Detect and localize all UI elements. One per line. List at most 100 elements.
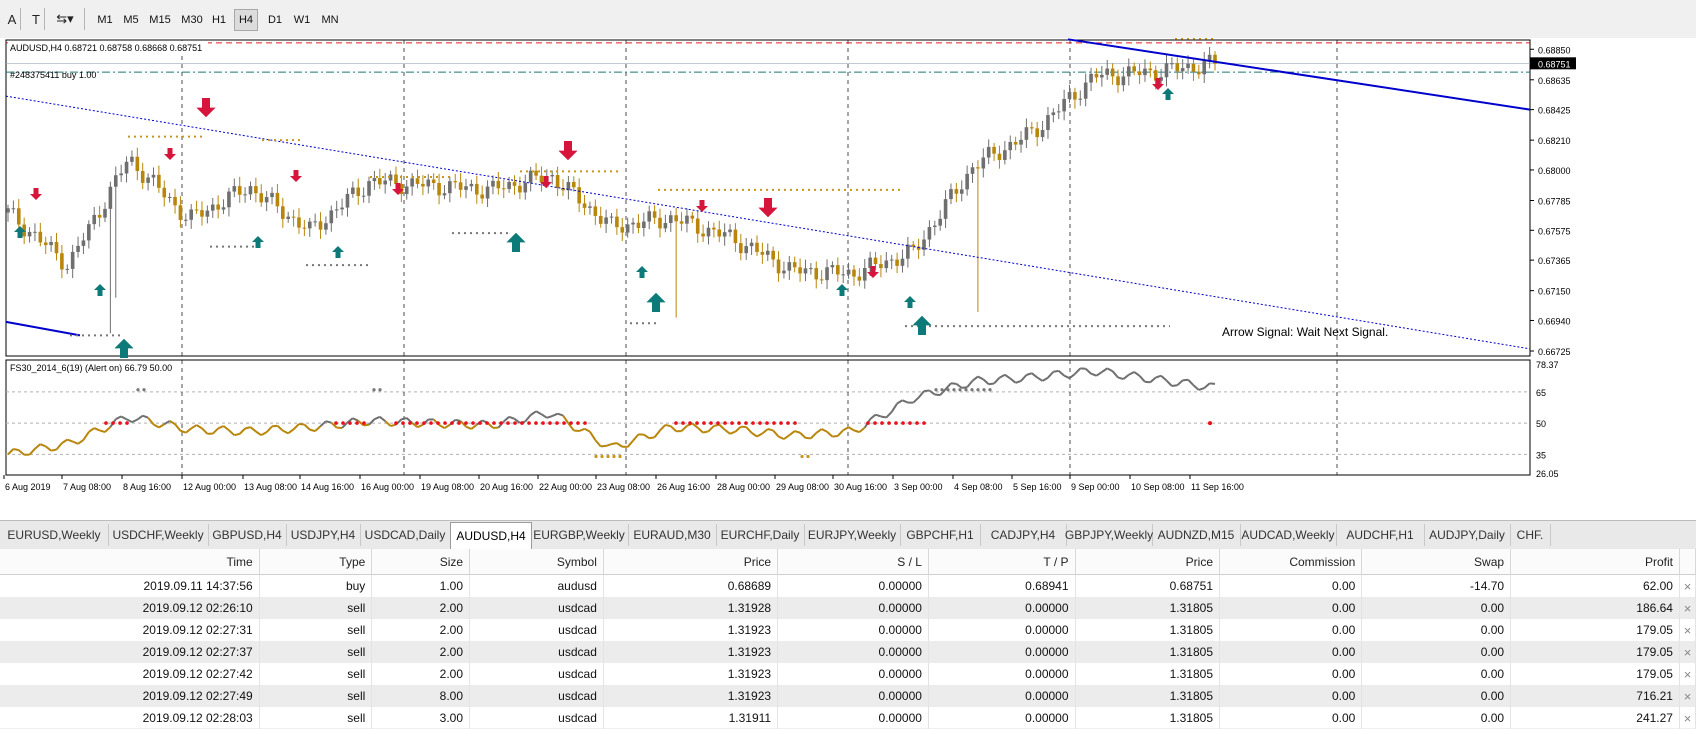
tab-audnzd-m15[interactable]: AUDNZD,M15 bbox=[1152, 524, 1241, 546]
column-header[interactable]: Time bbox=[0, 549, 259, 575]
timeframe-h4-button[interactable]: H4 bbox=[234, 9, 258, 31]
timeframe-w1-button[interactable]: W1 bbox=[290, 9, 314, 31]
tab-usdjpy-h4[interactable]: USDJPY,H4 bbox=[286, 524, 361, 546]
tab-audcad-weekly[interactable]: AUDCAD,Weekly bbox=[1240, 524, 1337, 546]
signal-dot bbox=[709, 421, 713, 425]
indicator-line-segment bbox=[703, 431, 708, 432]
candle-body bbox=[426, 180, 430, 187]
column-header[interactable]: Price bbox=[603, 549, 777, 575]
column-header[interactable]: Type bbox=[259, 549, 372, 575]
tab-gbpchf-h1[interactable]: GBPCHF,H1 bbox=[900, 524, 981, 546]
candle-body bbox=[44, 242, 48, 245]
candle-body bbox=[631, 223, 635, 225]
timeframe-d1-button[interactable]: D1 bbox=[264, 9, 286, 31]
timeframe-mn-button[interactable]: MN bbox=[318, 9, 342, 31]
price-tick-label: 0.67365 bbox=[1538, 256, 1571, 266]
signal-dot bbox=[499, 421, 503, 425]
label-tool-icon[interactable]: T bbox=[26, 8, 46, 30]
candle-body bbox=[604, 217, 608, 223]
price-chart[interactable]: 0.688500.686350.684250.682100.680000.677… bbox=[0, 38, 1696, 520]
indicator-label: FS30_2014_6(19) (Alert on) 66.79 50.00 bbox=[10, 363, 172, 373]
candle-body bbox=[788, 262, 792, 270]
candle-body bbox=[82, 240, 86, 245]
table-cell: audusd bbox=[470, 575, 604, 598]
candle-body bbox=[1068, 92, 1072, 99]
date-tick-label: 14 Aug 16:00 bbox=[301, 482, 354, 492]
tab-usdchf-weekly[interactable]: USDCHF,Weekly bbox=[108, 524, 209, 546]
timeframe-m5-button[interactable]: M5 bbox=[120, 9, 142, 31]
timeframe-m30-button[interactable]: M30 bbox=[180, 9, 204, 31]
tab-gbpjpy-weekly[interactable]: GBPJPY,Weekly bbox=[1066, 524, 1153, 546]
column-header[interactable]: Profit bbox=[1511, 549, 1680, 575]
timeframe-m15-button[interactable]: M15 bbox=[146, 9, 174, 31]
tab-cadjpy-h4[interactable]: CADJPY,H4 bbox=[980, 524, 1067, 546]
column-header[interactable]: Symbol bbox=[470, 549, 604, 575]
date-tick-label: 23 Aug 08:00 bbox=[597, 482, 650, 492]
candle-body bbox=[1192, 64, 1196, 72]
close-order-icon[interactable]: × bbox=[1679, 707, 1695, 729]
price-tick-label: 0.68635 bbox=[1538, 76, 1571, 86]
column-header[interactable]: Price bbox=[1075, 549, 1219, 575]
price-tick-label: 0.66725 bbox=[1538, 347, 1571, 357]
date-tick-label: 12 Aug 00:00 bbox=[183, 482, 236, 492]
tab-eurgbp-weekly[interactable]: EURGBP,Weekly bbox=[530, 524, 629, 546]
tab-euraud-m30[interactable]: EURAUD,M30 bbox=[628, 524, 717, 546]
table-cell: usdcad bbox=[470, 641, 604, 663]
candle-body bbox=[71, 252, 75, 269]
close-order-icon[interactable]: × bbox=[1679, 597, 1695, 619]
column-header[interactable]: T / P bbox=[928, 549, 1075, 575]
column-header[interactable]: Commission bbox=[1220, 549, 1362, 575]
tab-eurjpy-weekly[interactable]: EURJPY,Weekly bbox=[804, 524, 901, 546]
column-header[interactable]: Swap bbox=[1362, 549, 1511, 575]
indicator-line-segment bbox=[881, 416, 886, 417]
tab-usdcad-daily[interactable]: USDCAD,Daily bbox=[360, 524, 451, 546]
column-header[interactable]: S / L bbox=[778, 549, 929, 575]
candle-body bbox=[367, 181, 371, 196]
date-tick-label: 13 Aug 08:00 bbox=[244, 482, 297, 492]
close-order-icon[interactable]: × bbox=[1679, 663, 1695, 685]
chart-header-label: AUDUSD,H4 0.68721 0.68758 0.68668 0.6875… bbox=[10, 43, 202, 53]
close-order-icon[interactable]: × bbox=[1679, 641, 1695, 663]
candle-body bbox=[620, 227, 624, 232]
table-cell: sell bbox=[259, 641, 372, 663]
overbought-dot bbox=[976, 388, 979, 391]
candle-body bbox=[276, 193, 280, 206]
text-tool-icon[interactable]: A bbox=[2, 8, 22, 30]
candle-body bbox=[297, 217, 301, 227]
candle-body bbox=[599, 216, 603, 224]
signal-dot bbox=[362, 421, 366, 425]
tab-audusd-h4[interactable]: AUDUSD,H4 bbox=[450, 522, 532, 549]
toolbar-separator bbox=[84, 8, 85, 30]
tab-audchf-h1[interactable]: AUDCHF,H1 bbox=[1336, 524, 1425, 546]
close-order-icon[interactable]: × bbox=[1679, 685, 1695, 707]
close-order-icon[interactable]: × bbox=[1679, 575, 1695, 598]
price-tick-label: 0.68850 bbox=[1538, 45, 1571, 55]
timeframe-h1-button[interactable]: H1 bbox=[208, 9, 230, 31]
tab-chf-[interactable]: CHF. bbox=[1510, 524, 1551, 546]
tab-eurchf-daily[interactable]: EURCHF,Daily bbox=[716, 524, 805, 546]
table-cell: usdcad bbox=[470, 685, 604, 707]
table-cell: 1.31923 bbox=[603, 641, 777, 663]
candle-body bbox=[1165, 63, 1169, 77]
table-cell: 1.31805 bbox=[1075, 685, 1219, 707]
tab-gbpusd-h4[interactable]: GBPUSD,H4 bbox=[208, 524, 287, 546]
column-header[interactable]: Size bbox=[372, 549, 470, 575]
candle-body bbox=[270, 193, 274, 197]
tab-audjpy-daily[interactable]: AUDJPY,Daily bbox=[1424, 524, 1511, 546]
arrows-tool-icon[interactable]: ⇆▾ bbox=[50, 8, 80, 30]
tab-eurusd-weekly[interactable]: EURUSD,Weekly bbox=[0, 524, 109, 546]
price-tick-label: 0.67785 bbox=[1538, 196, 1571, 206]
indicator-line-segment bbox=[51, 449, 56, 450]
timeframe-m1-button[interactable]: M1 bbox=[94, 9, 116, 31]
candle-body bbox=[949, 189, 953, 199]
candle-body bbox=[254, 186, 258, 193]
close-order-icon[interactable]: × bbox=[1679, 619, 1695, 641]
